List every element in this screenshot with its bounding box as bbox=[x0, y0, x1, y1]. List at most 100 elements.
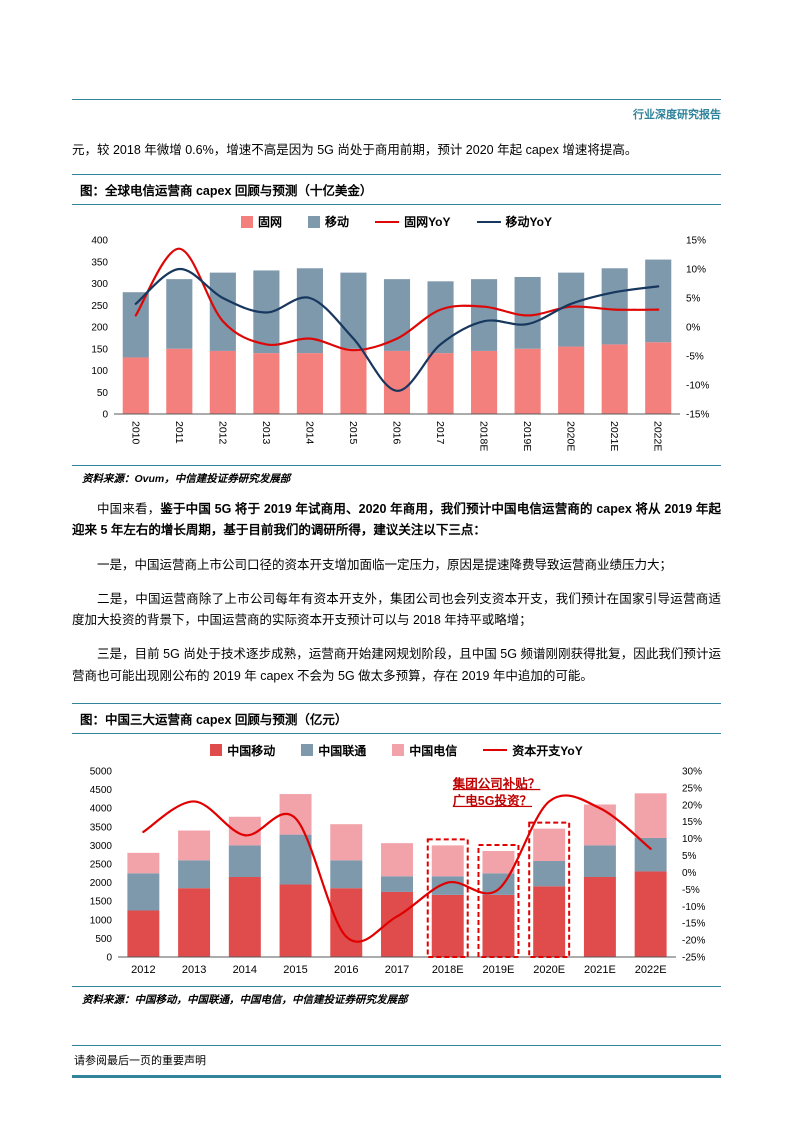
bar-segment bbox=[431, 876, 464, 895]
right-axis-tick: 0% bbox=[682, 868, 697, 879]
x-axis-tick: 2021E bbox=[608, 421, 620, 451]
x-axis-tick: 2018E bbox=[432, 964, 464, 976]
x-axis-tick: 2014 bbox=[303, 421, 315, 445]
legend-label: 中国联通 bbox=[318, 743, 367, 758]
legend-label: 移动 bbox=[325, 215, 350, 229]
bar-segment bbox=[209, 350, 236, 414]
legend-label: 固网YoY bbox=[404, 215, 451, 229]
forecast-highlight-box bbox=[477, 843, 520, 958]
legend-color-swatch bbox=[210, 744, 223, 757]
left-axis-tick: 2000 bbox=[90, 878, 113, 889]
intro-paragraph: 元，较 2018 年微增 0.6%，增速不高是因为 5G 尚处于商用前期，预计 … bbox=[72, 143, 638, 157]
bar-segment bbox=[533, 886, 566, 957]
legend-color-swatch bbox=[392, 744, 405, 757]
legend-label: 中国移动 bbox=[227, 743, 276, 758]
legend-label: 固网 bbox=[258, 215, 283, 229]
bar-segment bbox=[330, 860, 363, 888]
bar-segment bbox=[471, 350, 498, 414]
point-one-paragraph: 一是，中国运营商上市公司口径的资本开支增加面临一定压力，原因是提速降费导致运营商… bbox=[97, 557, 673, 572]
bar-segment bbox=[383, 279, 411, 351]
x-axis-tick: 2021E bbox=[584, 964, 616, 976]
left-axis-tick: 3500 bbox=[90, 822, 113, 833]
x-axis-tick: 2020E bbox=[533, 964, 565, 976]
x-axis-tick: 2011 bbox=[173, 421, 185, 444]
left-axis-tick: 100 bbox=[91, 366, 108, 377]
bar-segment bbox=[340, 348, 367, 414]
legend-color-swatch bbox=[241, 215, 254, 228]
figure2-title: 图：中国三大运营商 capex 回顾与预测（亿元） bbox=[72, 702, 721, 734]
legend-item: 固网 bbox=[241, 213, 282, 230]
legend-item: 固网YoY bbox=[375, 213, 451, 230]
left-axis-tick: 250 bbox=[91, 301, 108, 312]
right-axis-tick: -25% bbox=[682, 952, 705, 963]
bar-segment bbox=[127, 873, 160, 911]
bar-segment bbox=[122, 357, 149, 414]
left-axis-tick: 5000 bbox=[90, 766, 113, 777]
disclaimer-note: 请参阅最后一页的重要声明 bbox=[74, 1055, 206, 1067]
chart-annotation: 集团公司补贴？ bbox=[452, 776, 541, 791]
x-axis-tick: 2015 bbox=[283, 964, 307, 976]
trend-line bbox=[134, 267, 660, 392]
legend-item: 资本开支YoY bbox=[483, 742, 583, 759]
figure1-chart: 0 50 100 150 200 250 300 350 400 -15% -10% -5% 0% 5% 1… bbox=[91, 236, 709, 452]
left-axis-tick: 4500 bbox=[90, 785, 113, 796]
legend-label: 中国电信 bbox=[409, 743, 458, 758]
bar-segment bbox=[296, 353, 323, 414]
footer-divider bbox=[72, 1075, 721, 1078]
right-axis-tick: 20% bbox=[682, 800, 702, 811]
legend-item: 移动YoY bbox=[476, 213, 552, 230]
right-axis-tick: -5% bbox=[682, 885, 700, 896]
bar-segment bbox=[253, 353, 280, 414]
bar-segment bbox=[127, 852, 160, 874]
legend-color-swatch bbox=[308, 215, 321, 228]
x-axis-tick: 2014 bbox=[233, 964, 257, 976]
bar-segment bbox=[166, 279, 193, 349]
left-axis-tick: 0 bbox=[106, 952, 112, 963]
bar-segment bbox=[122, 292, 149, 358]
bar-segment bbox=[340, 272, 367, 349]
bar-segment bbox=[583, 804, 616, 846]
right-axis-tick: -15% bbox=[686, 410, 709, 421]
bar-segment bbox=[558, 346, 585, 414]
bar-segment bbox=[583, 876, 616, 957]
x-axis-tick: 2015 bbox=[347, 421, 359, 445]
x-axis-tick: 2022E bbox=[635, 964, 667, 976]
figure2-source-divider bbox=[72, 985, 721, 987]
bar-segment bbox=[427, 353, 454, 414]
legend-line-swatch bbox=[483, 749, 508, 752]
x-axis-tick: 2020E bbox=[565, 421, 577, 451]
x-axis-tick: 2017 bbox=[434, 421, 446, 445]
bar-segment bbox=[178, 830, 211, 861]
bar-segment bbox=[645, 342, 672, 414]
x-axis-tick: 2019E bbox=[483, 964, 515, 976]
header-divider bbox=[72, 99, 721, 100]
left-axis-tick: 200 bbox=[91, 323, 108, 334]
bar-segment bbox=[533, 828, 566, 861]
left-axis-tick: 4000 bbox=[90, 803, 113, 814]
bar-segment bbox=[383, 350, 411, 414]
bar-segment bbox=[482, 850, 515, 874]
x-axis-tick: 2017 bbox=[385, 964, 409, 976]
right-axis-tick: -20% bbox=[682, 935, 705, 946]
x-axis-tick: 2019E bbox=[521, 421, 533, 451]
report-type-label: 行业深度研究报告 bbox=[633, 109, 721, 121]
forecast-highlight-box bbox=[528, 821, 571, 958]
left-axis-tick: 2500 bbox=[90, 859, 113, 870]
right-axis-tick: 15% bbox=[682, 817, 702, 828]
figure1-title: 图：全球电信运营商 capex 回顾与预测（十亿美金） bbox=[72, 174, 721, 205]
bar-segment bbox=[330, 887, 363, 957]
right-axis-tick: 15% bbox=[686, 236, 706, 247]
bar-segment bbox=[601, 268, 628, 345]
bar-segment bbox=[431, 845, 464, 877]
bar-segment bbox=[471, 279, 498, 351]
bar-segment bbox=[209, 272, 236, 351]
bar-segment bbox=[330, 823, 363, 861]
right-axis-tick: 10% bbox=[686, 265, 706, 276]
bar-segment bbox=[634, 837, 667, 872]
left-axis-tick: 400 bbox=[91, 236, 108, 247]
figure1-source: 资料来源：Ovum，中信建投证券研究发展部 bbox=[82, 473, 291, 485]
legend-label: 移动YoY bbox=[505, 215, 552, 229]
left-axis-tick: 0 bbox=[102, 410, 108, 421]
bar-segment bbox=[427, 281, 454, 354]
trend-line bbox=[142, 794, 652, 943]
